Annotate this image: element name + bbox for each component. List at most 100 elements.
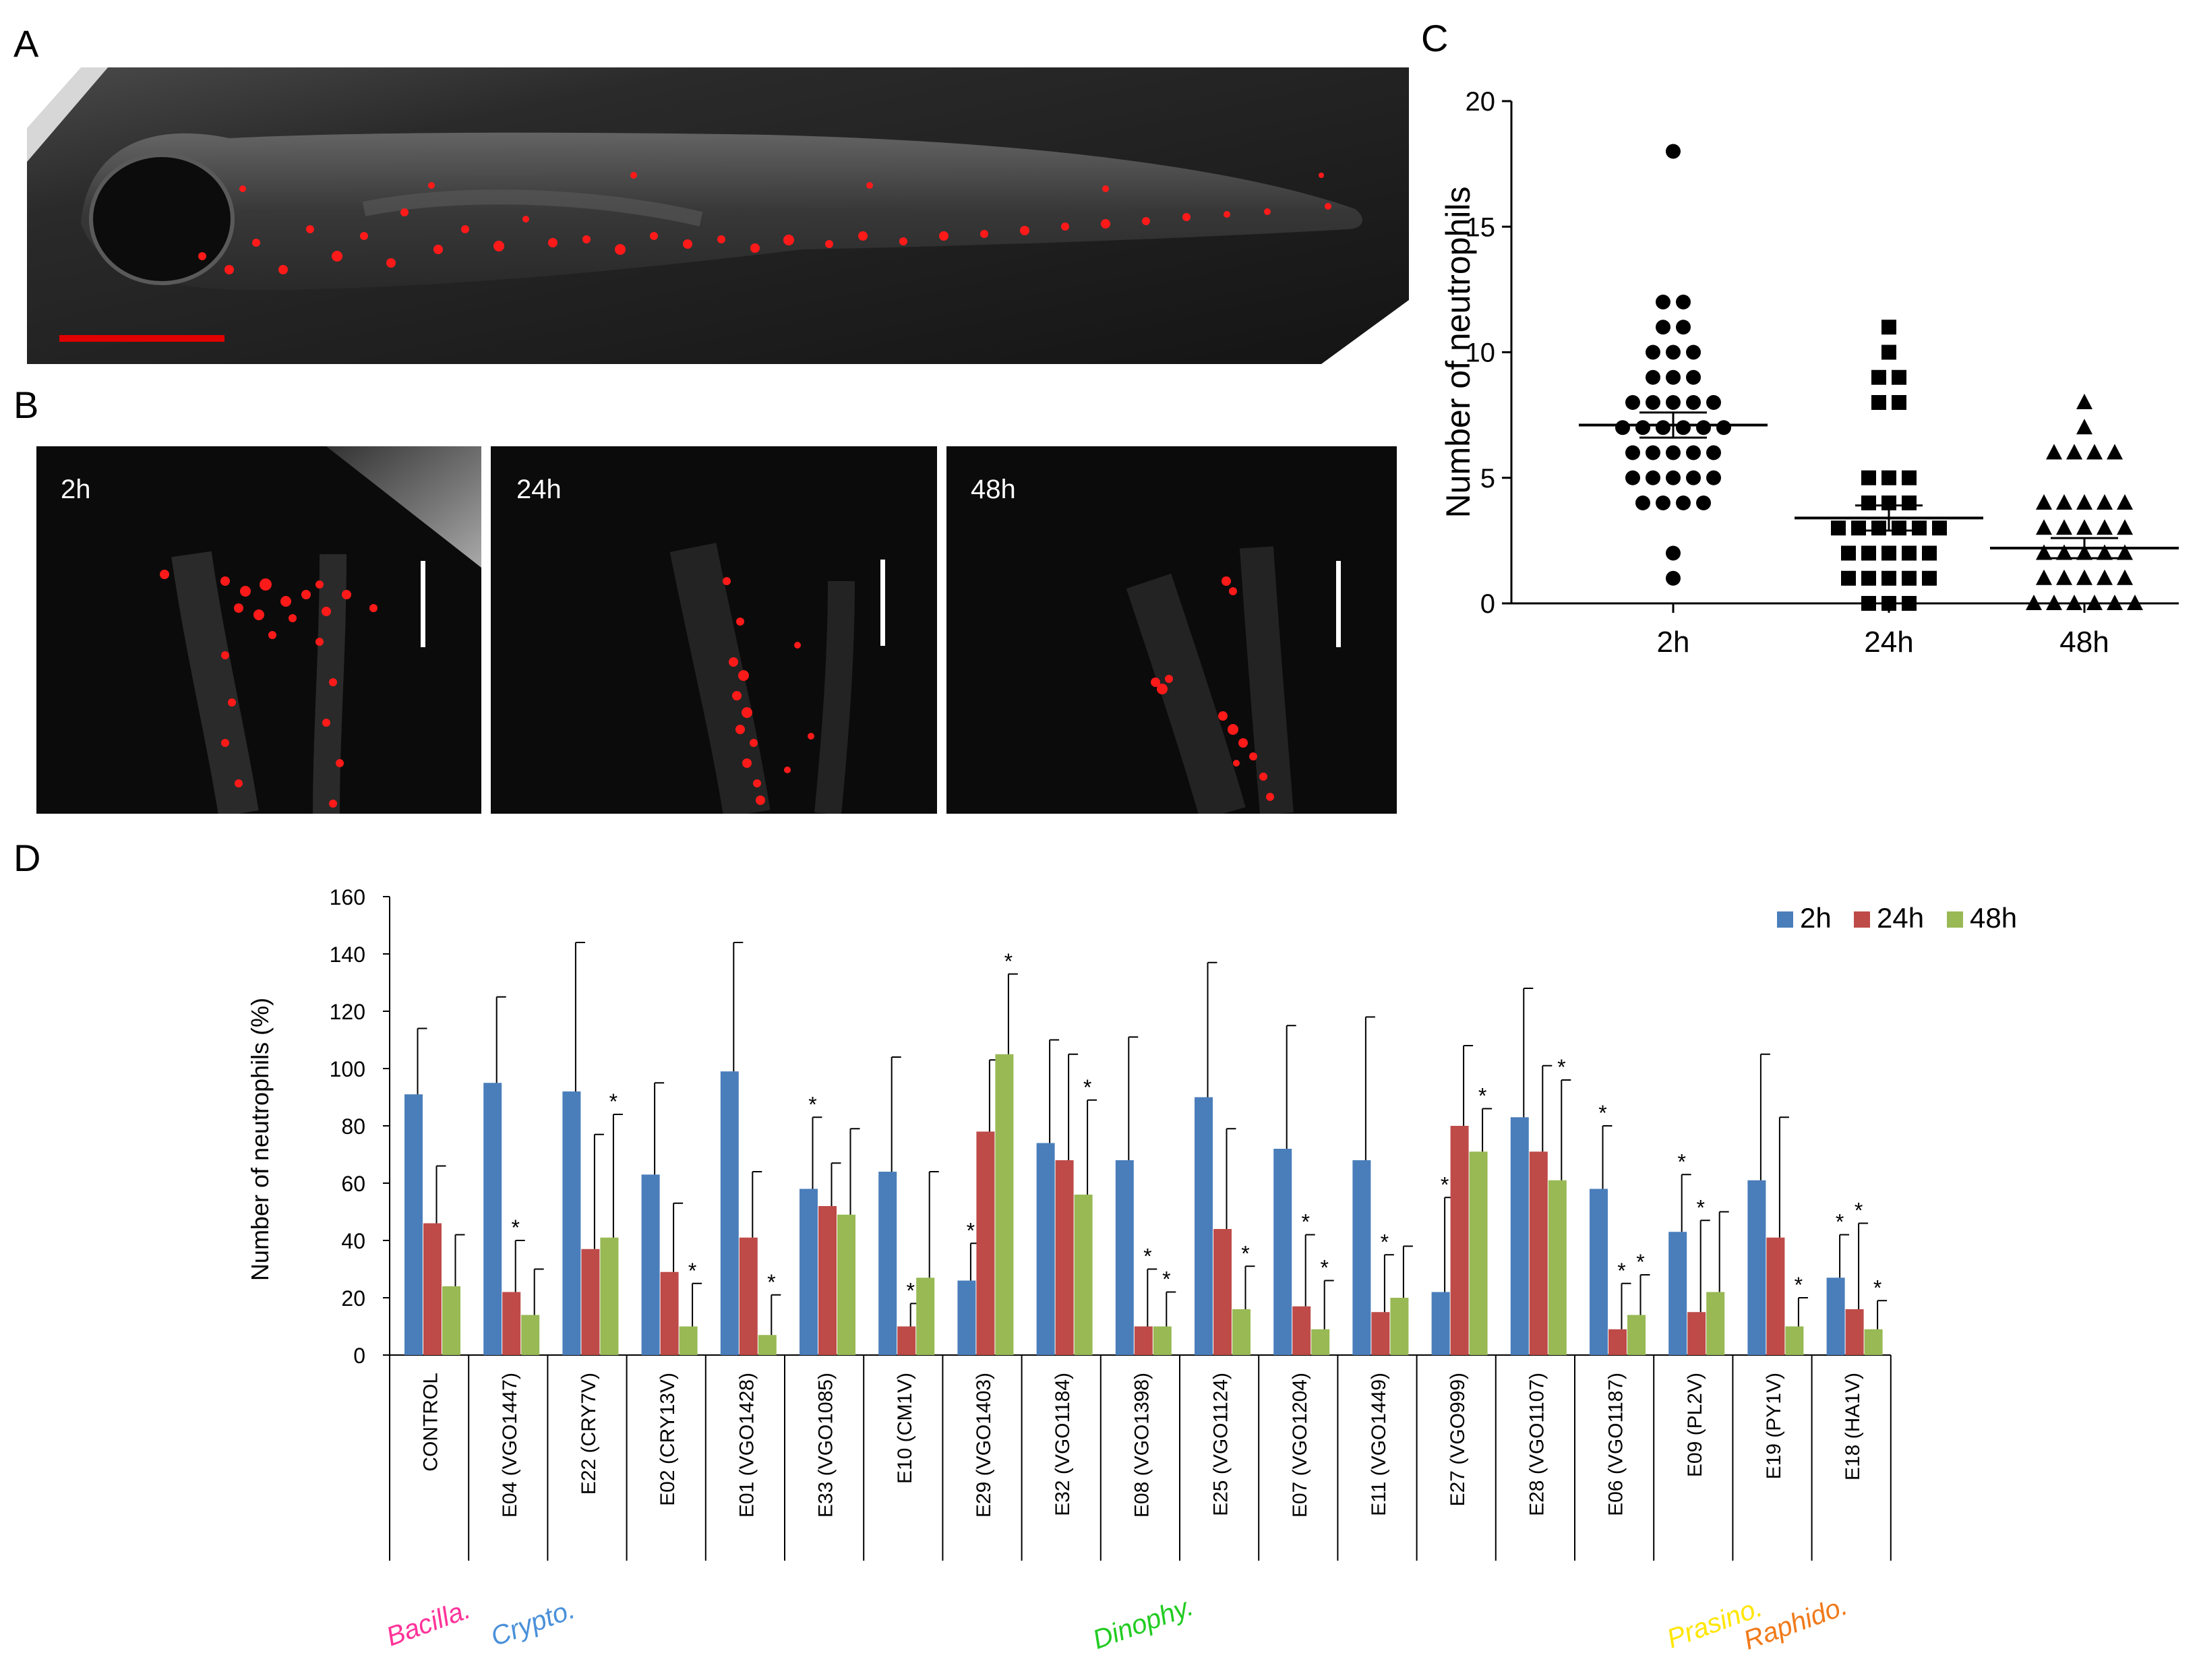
time-label-24h: 24h [516,475,562,504]
point-2h [1666,445,1681,460]
bar-2h [957,1280,976,1355]
point-48h [2117,494,2133,510]
point-2h [1635,496,1650,510]
bar-24h [1450,1126,1469,1355]
y-tick-label-d: 60 [341,1172,365,1196]
significance-star: * [1855,1199,1863,1223]
legend-swatch-24h [1854,911,1870,928]
point-24h [1881,344,1896,360]
significance-star: * [1004,949,1013,973]
bar-48h [837,1214,855,1355]
category-label: E02 (CRY13V) [657,1373,679,1506]
point-48h [2107,595,2123,610]
significance-star: * [1696,1195,1704,1220]
legend-label-2h: 2h [1800,902,1832,934]
point-48h [2056,569,2072,585]
point-24h [1881,496,1896,510]
bar-2h [1431,1292,1450,1355]
y-axis-title-d: Number of neutrophils (%) [246,998,274,1281]
significance-star: * [1381,1230,1389,1254]
significance-star: * [1636,1250,1644,1274]
x-tick-label-c: 2h [1657,626,1690,659]
point-2h [1676,496,1691,510]
panel-b-image-48h: 48h [946,446,1397,814]
bar-2h [1590,1189,1608,1355]
point-2h [1696,496,1711,510]
significance-star: * [1441,1172,1449,1197]
panel-d-bar-chart: 0 20 40 60 80 100 120 140 160 Number of neutrophi… [246,885,2017,1656]
y-tick-label-c: 15 [1466,212,1496,242]
point-24h [1851,520,1866,536]
category-label: E28 (VGO1107) [1526,1373,1548,1516]
bar-48h [600,1237,619,1355]
bar-24h [897,1326,916,1355]
bar-48h [1548,1180,1567,1355]
point-48h [2076,494,2092,510]
bar-2h [483,1083,502,1355]
category-label: E19 (PY1V) [1763,1373,1785,1479]
bar-2h [1510,1117,1529,1355]
panel-label-a: A [13,22,39,65]
point-24h [1861,496,1876,510]
point-48h [2117,569,2133,585]
bar-48h [521,1315,540,1355]
point-48h [2076,519,2092,535]
point-2h [1656,320,1670,335]
category-label: E08 (VGO1398) [1131,1373,1153,1518]
point-2h [1625,470,1640,485]
y-tick-label-d: 120 [330,1000,365,1024]
point-24h [1861,545,1876,561]
significance-star: * [1162,1267,1170,1292]
category-label: E33 (VGO1085) [815,1373,837,1518]
scale-bar-a [59,335,224,342]
point-24h [1861,596,1876,611]
point-2h [1666,470,1681,485]
bar-48h [1706,1292,1725,1355]
point-48h [2076,419,2092,435]
point-2h [1666,144,1681,159]
bar-2h [1195,1097,1213,1355]
point-2h [1656,496,1670,510]
bar-2h [562,1091,581,1355]
point-2h [1686,470,1701,485]
point-24h [1861,470,1876,485]
bar-24h [1529,1151,1548,1355]
y-tick-label-d: 140 [330,942,365,967]
panel-label-b: B [13,384,39,426]
category-label: E06 (VGO1187) [1605,1373,1627,1516]
legend-swatch-2h [1777,911,1793,928]
point-24h [1841,570,1856,586]
bar-48h [995,1054,1014,1355]
point-24h [1881,545,1896,561]
group-label: Dinophy. [1089,1592,1197,1655]
point-2h [1635,420,1650,436]
point-2h [1706,445,1721,460]
point-48h [2117,519,2133,535]
category-label: E04 (VGO1447) [499,1373,521,1518]
point-2h [1666,570,1681,586]
bar-2h [1115,1160,1134,1355]
category-label: E07 (VGO1204) [1289,1373,1311,1518]
significance-star: * [808,1092,816,1116]
significance-star: * [1557,1055,1565,1079]
point-24h [1881,570,1896,586]
point-2h [1716,420,1731,436]
bar-48h [1153,1326,1172,1355]
point-2h [1625,395,1640,410]
point-2h [1666,344,1681,360]
bar-2h [1747,1180,1766,1355]
point-48h [2066,595,2082,610]
point-24h [1892,520,1906,536]
point-24h [1871,369,1886,385]
bar-2h [878,1172,897,1355]
significance-star: * [1143,1244,1151,1269]
point-24h [1902,470,1917,485]
point-24h [1831,520,1846,536]
point-2h [1646,395,1660,410]
point-48h [2076,569,2092,585]
point-2h [1666,545,1681,561]
significance-star: * [1677,1149,1685,1174]
panel-label-c: C [1421,17,1449,59]
point-2h [1625,445,1640,460]
significance-star: * [688,1259,696,1283]
